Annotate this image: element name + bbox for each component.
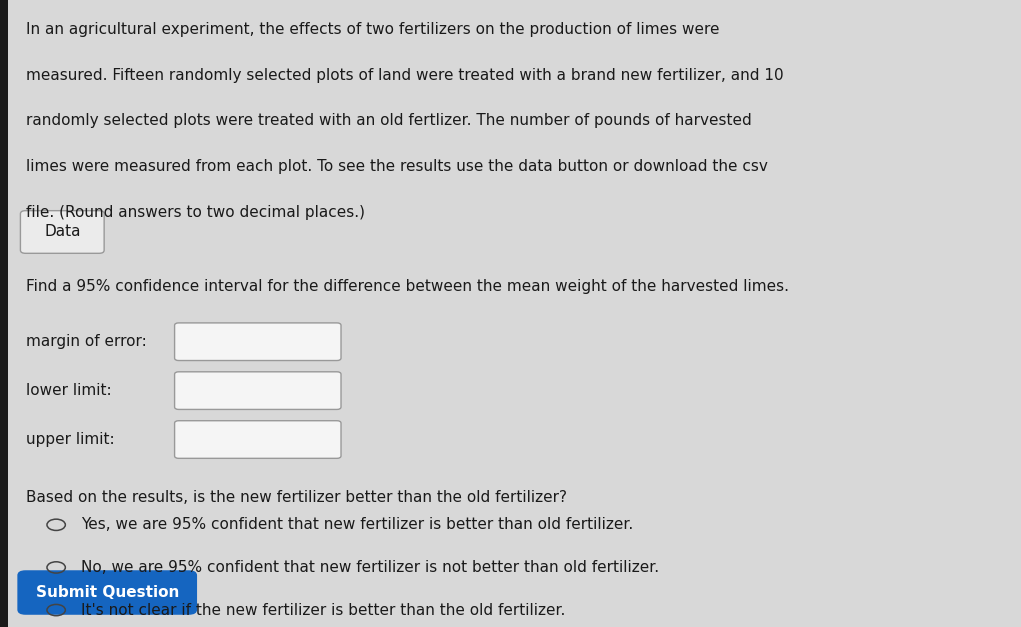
Text: randomly selected plots were treated with an old fertlizer. The number of pounds: randomly selected plots were treated wit… [26,113,751,129]
FancyBboxPatch shape [175,421,341,458]
Text: Submit Question: Submit Question [36,585,179,600]
Text: Based on the results, is the new fertilizer better than the old fertilizer?: Based on the results, is the new fertili… [26,490,567,505]
Text: Find a 95% confidence interval for the difference between the mean weight of the: Find a 95% confidence interval for the d… [26,279,788,294]
FancyBboxPatch shape [175,323,341,361]
FancyBboxPatch shape [20,211,104,253]
FancyBboxPatch shape [17,571,197,614]
Text: limes were measured from each plot. To see the results use the data button or do: limes were measured from each plot. To s… [26,159,768,174]
Text: upper limit:: upper limit: [26,432,114,447]
Text: Data: Data [44,224,81,240]
Text: Yes, we are 95% confident that new fertilizer is better than old fertilizer.: Yes, we are 95% confident that new ferti… [81,517,633,532]
Text: measured. Fifteen randomly selected plots of land were treated with a brand new : measured. Fifteen randomly selected plot… [26,68,783,83]
Text: lower limit:: lower limit: [26,383,111,398]
Bar [0,0,8,627]
Text: file. (Round answers to two decimal places.): file. (Round answers to two decimal plac… [26,205,364,220]
Text: In an agricultural experiment, the effects of two fertilizers on the production : In an agricultural experiment, the effec… [26,22,719,37]
Text: It's not clear if the new fertilizer is better than the old fertilizer.: It's not clear if the new fertilizer is … [81,603,565,618]
FancyBboxPatch shape [175,372,341,409]
Text: margin of error:: margin of error: [26,334,146,349]
Text: No, we are 95% confident that new fertilizer is not better than old fertilizer.: No, we are 95% confident that new fertil… [81,560,659,575]
